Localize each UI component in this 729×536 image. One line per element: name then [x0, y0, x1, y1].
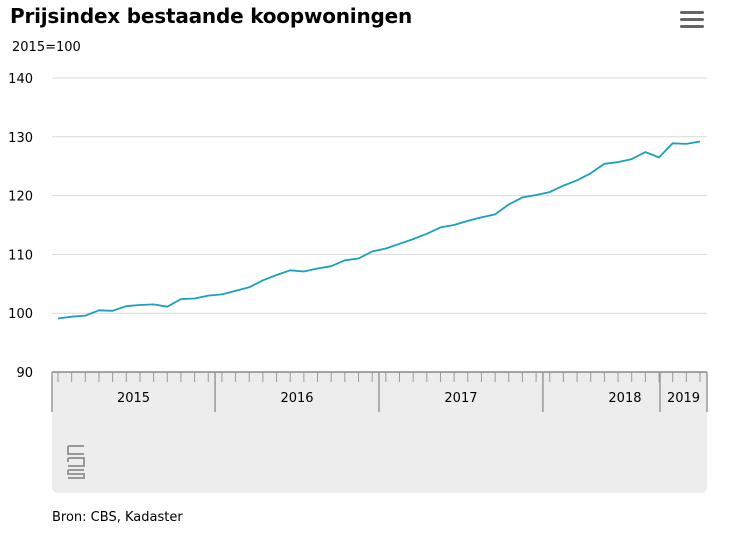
y-tick-label: 100: [8, 307, 33, 322]
x-year-label: 2016: [280, 391, 313, 406]
series-line: [57, 140, 701, 320]
y-axis-unit-label: 2015=100: [12, 40, 81, 55]
x-year-label: 2015: [117, 391, 150, 406]
y-axis-ticks: 90 100 110 120 130 140: [8, 72, 33, 381]
source-note: Bron: CBS, Kadaster: [52, 510, 183, 525]
y-tick-label: 140: [8, 72, 33, 87]
series-lines: [57, 140, 701, 320]
y-tick-label: 90: [16, 366, 33, 381]
x-year-label: 2017: [444, 391, 477, 406]
x-year-label: 2018: [608, 391, 641, 406]
grid-lines: [52, 77, 707, 314]
y-tick-label: 130: [8, 131, 33, 146]
cbs-logo-icon: [67, 445, 85, 479]
hamburger-menu-icon[interactable]: [680, 11, 704, 33]
y-tick-label: 110: [8, 248, 33, 263]
cbs-logo-mark: [67, 445, 85, 479]
x-year-label: 2019: [667, 391, 700, 406]
x-axis: 2015 2016 2017 2018 2019: [51, 371, 708, 412]
y-tick-label: 120: [8, 190, 33, 205]
chart-title: Prijsindex bestaande koopwoningen: [10, 4, 413, 28]
